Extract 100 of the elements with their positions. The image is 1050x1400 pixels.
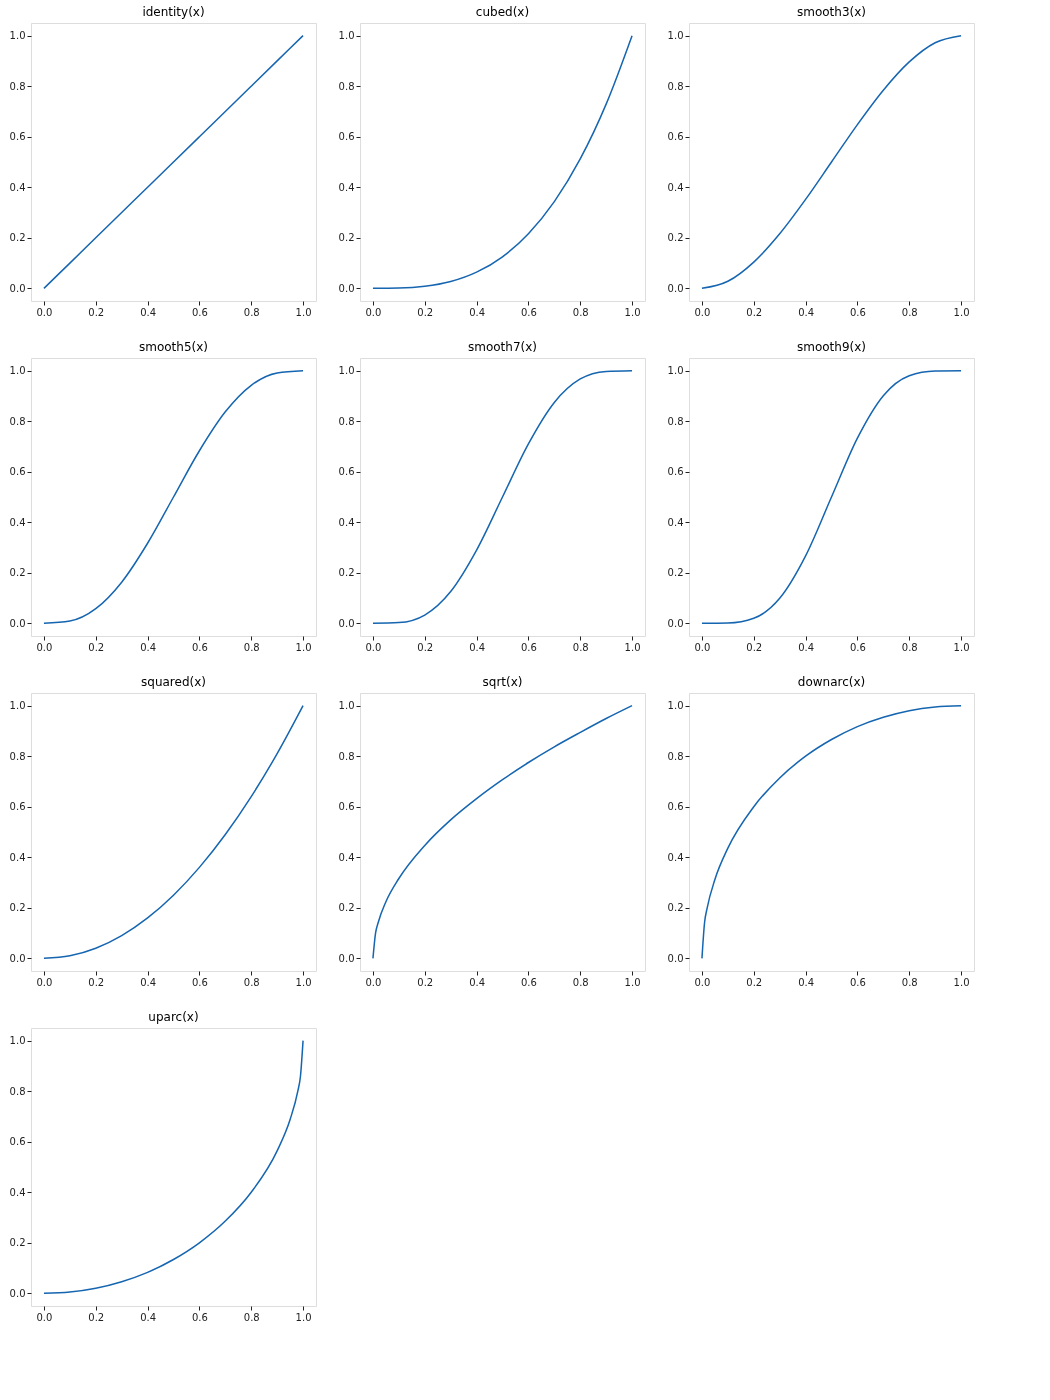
y-tick-label: 1.0 xyxy=(667,365,684,377)
x-tick-label: 1.0 xyxy=(295,1311,312,1323)
x-tick-label: 1.0 xyxy=(295,641,312,653)
x-tick-label: 0.0 xyxy=(365,976,382,988)
x-tick-label: 0.0 xyxy=(694,641,711,653)
y-tick-label: 0.0 xyxy=(667,282,684,294)
x-tick-label: 0.0 xyxy=(36,976,53,988)
x-tick-label: 1.0 xyxy=(953,976,970,988)
x-tick-label: 0.2 xyxy=(88,306,105,318)
x-tick-label: 0.0 xyxy=(365,306,382,318)
y-tick-label: 0.0 xyxy=(9,617,26,629)
line-series xyxy=(43,369,304,625)
y-tick-label: 0.0 xyxy=(338,952,355,964)
y-tick-label: 0.8 xyxy=(667,415,684,427)
y-tick-label: 0.6 xyxy=(667,801,684,813)
y-tick-label: 0.6 xyxy=(338,466,355,478)
y-tick-label: 0.4 xyxy=(9,516,26,528)
x-tick-label: 0.8 xyxy=(901,976,918,988)
y-tick-label: 0.8 xyxy=(9,750,26,762)
y-tick-label: 0.4 xyxy=(338,181,355,193)
y-tick-label: 0.6 xyxy=(9,466,26,478)
y-tick-label: 0.8 xyxy=(9,415,26,427)
x-tick-label: 0.6 xyxy=(849,976,866,988)
x-tick-label: 0.4 xyxy=(140,1311,157,1323)
chart-title: cubed(x) xyxy=(475,5,530,19)
y-tick-label: 1.0 xyxy=(338,30,355,42)
y-tick-label: 0.8 xyxy=(338,80,355,92)
line-series xyxy=(701,34,962,290)
x-tick-label: 0.4 xyxy=(798,976,815,988)
y-tick-label: 0.8 xyxy=(9,80,26,92)
line-series xyxy=(372,704,633,960)
x-tick-label: 0.4 xyxy=(140,641,157,653)
x-tick-label: 0.6 xyxy=(520,641,537,653)
y-tick-label: 0.2 xyxy=(338,567,355,579)
y-tick-label: 0.8 xyxy=(338,750,355,762)
y-tick-label: 0.2 xyxy=(667,902,684,914)
y-tick-label: 0.2 xyxy=(338,902,355,914)
x-tick-label: 0.6 xyxy=(520,306,537,318)
y-tick-label: 1.0 xyxy=(338,700,355,712)
y-tick-label: 0.8 xyxy=(667,750,684,762)
chart-title: downarc(x) xyxy=(797,675,866,689)
x-tick-label: 0.2 xyxy=(746,976,763,988)
x-tick-label: 0.0 xyxy=(365,641,382,653)
x-tick-label: 0.2 xyxy=(417,306,434,318)
x-tick-label: 0.4 xyxy=(469,306,486,318)
x-tick-label: 0.0 xyxy=(36,641,53,653)
chart-title: smooth3(x) xyxy=(796,5,867,19)
x-tick-label: 1.0 xyxy=(624,976,641,988)
y-tick-label: 1.0 xyxy=(9,700,26,712)
x-tick-label: 0.2 xyxy=(746,306,763,318)
x-tick-label: 1.0 xyxy=(624,306,641,318)
line-series xyxy=(372,369,633,625)
x-tick-label: 0.4 xyxy=(140,976,157,988)
y-tick-label: 0.6 xyxy=(667,466,684,478)
x-tick-label: 0.4 xyxy=(798,641,815,653)
x-tick-label: 0.8 xyxy=(572,306,589,318)
x-tick-label: 0.2 xyxy=(88,1311,105,1323)
y-tick-label: 0.4 xyxy=(338,516,355,528)
x-tick-label: 0.0 xyxy=(694,976,711,988)
y-tick-label: 0.2 xyxy=(338,232,355,244)
y-tick-label: 0.4 xyxy=(9,851,26,863)
line-series xyxy=(372,34,633,290)
y-tick-label: 0.0 xyxy=(338,282,355,294)
y-tick-label: 0.6 xyxy=(667,131,684,143)
x-tick-label: 0.2 xyxy=(88,976,105,988)
x-tick-label: 1.0 xyxy=(953,641,970,653)
chart-title: smooth5(x) xyxy=(138,340,209,354)
x-tick-label: 0.6 xyxy=(191,306,208,318)
x-tick-label: 0.6 xyxy=(191,641,208,653)
y-tick-label: 0.2 xyxy=(9,232,26,244)
chart-title: squared(x) xyxy=(141,675,206,689)
x-tick-label: 0.6 xyxy=(849,641,866,653)
chart-title: sqrt(x) xyxy=(482,675,523,689)
x-tick-label: 0.8 xyxy=(901,306,918,318)
y-tick-label: 0.4 xyxy=(667,851,684,863)
y-tick-label: 0.0 xyxy=(9,1287,26,1299)
chart-title: smooth7(x) xyxy=(467,340,538,354)
x-tick-label: 0.0 xyxy=(36,306,53,318)
y-tick-label: 0.4 xyxy=(667,516,684,528)
y-tick-label: 0.8 xyxy=(9,1085,26,1097)
x-tick-label: 0.2 xyxy=(746,641,763,653)
y-tick-label: 0.2 xyxy=(9,567,26,579)
line-series xyxy=(43,34,304,290)
y-tick-label: 0.6 xyxy=(338,801,355,813)
y-tick-label: 0.0 xyxy=(667,617,684,629)
y-tick-label: 0.2 xyxy=(9,1237,26,1249)
x-tick-label: 0.6 xyxy=(520,976,537,988)
y-tick-label: 1.0 xyxy=(9,365,26,377)
x-tick-label: 0.4 xyxy=(469,976,486,988)
chart-title: smooth9(x) xyxy=(796,340,867,354)
y-tick-label: 1.0 xyxy=(9,30,26,42)
x-tick-label: 0.6 xyxy=(191,976,208,988)
x-tick-label: 0.0 xyxy=(36,1311,53,1323)
y-tick-label: 0.6 xyxy=(9,1136,26,1148)
y-tick-label: 0.2 xyxy=(9,902,26,914)
x-tick-label: 1.0 xyxy=(953,306,970,318)
x-tick-label: 0.2 xyxy=(417,976,434,988)
x-tick-label: 0.2 xyxy=(88,641,105,653)
y-tick-label: 1.0 xyxy=(9,1035,26,1047)
y-tick-label: 0.8 xyxy=(338,415,355,427)
